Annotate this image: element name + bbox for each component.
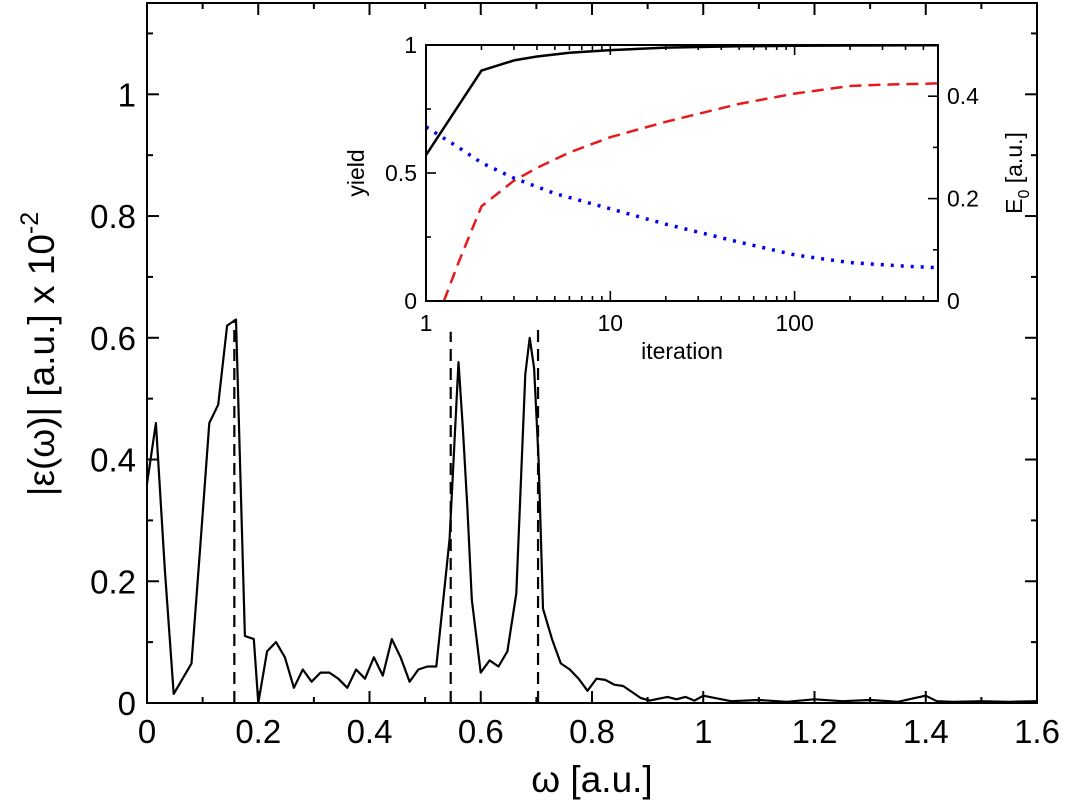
main-x-tick-label: 0.8 (569, 713, 615, 750)
inset-y2-tick-label: 0.4 (947, 83, 979, 109)
inset-y2-label-main: E (1001, 199, 1027, 214)
main-x-tick-label: 1 (694, 713, 712, 750)
main-tick-labels: 0 0.2 0.4 0.6 0.8 1 1.2 1.4 1.6 0 0.2 0.4 0.6 0.8 1 (90, 76, 1060, 750)
inset-y-tick-label: 0.5 (385, 160, 417, 186)
svg-text:|ε(ω)| [a.u.] x 10-2: |ε(ω)| [a.u.] x 10-2 (16, 212, 62, 496)
inset-y-axis-label: yield (343, 149, 369, 196)
main-chart: 0 0.2 0.4 0.6 0.8 1 1.2 1.4 1.6 0 0.2 0.4 0.6 0.8 1 ω … (16, 2, 1060, 800)
inset-x-tick-label: 100 (775, 310, 813, 336)
main-ticks (146, 3, 1038, 703)
inset-series-blue-dotted (426, 125, 938, 270)
main-x-tick-label: 0 (138, 713, 156, 750)
main-x-tick-label: 0.2 (235, 713, 281, 750)
main-y-axis-label: |ε(ω)| [a.u.] x 10 (21, 234, 62, 496)
inset-series-red-dashed (442, 82, 938, 301)
main-x-tick-label: 0.6 (458, 713, 504, 750)
inset-x-tick-label: 1 (420, 310, 433, 336)
main-x-tick-label: 1.4 (903, 713, 949, 750)
main-y-tick-label: 0.6 (90, 320, 136, 357)
main-y-tick-label: 0.2 (90, 563, 136, 600)
main-y-axis-label-group: |ε(ω)| [a.u.] x 10-2 (16, 212, 62, 496)
inset-y-tick-label: 0 (404, 288, 417, 314)
inset-x-axis-label: iteration (641, 338, 723, 364)
inset-y2-axis-label: E0 [a.u.] (1001, 132, 1033, 214)
main-y-tick-label: 0.4 (90, 442, 136, 479)
spectrum-line (145, 318, 1038, 705)
inset-x-tick-label: 10 (597, 310, 623, 336)
main-x-axis-label: ω [a.u.] (531, 759, 652, 800)
main-y-tick-label: 1 (118, 76, 136, 113)
inset-ticks (425, 44, 939, 302)
inset-y2-label-unit: [a.u.] (1001, 132, 1027, 190)
main-y-tick-label: 0.8 (90, 198, 136, 235)
inset-background (426, 45, 938, 301)
main-y-axis-exponent: -2 (16, 212, 44, 234)
inset-y-tick-label: 1 (404, 32, 417, 58)
main-x-tick-label: 1.6 (1014, 713, 1060, 750)
inset-y2-tick-label: 0 (947, 288, 960, 314)
inset-y2-tick-label: 0.2 (947, 186, 979, 212)
main-x-tick-label: 0.4 (347, 713, 393, 750)
main-series (145, 318, 1038, 705)
main-x-tick-label: 1.2 (792, 713, 838, 750)
main-y-tick-label: 0 (118, 685, 136, 722)
inset-y2-label-sub: 0 (1016, 190, 1033, 199)
